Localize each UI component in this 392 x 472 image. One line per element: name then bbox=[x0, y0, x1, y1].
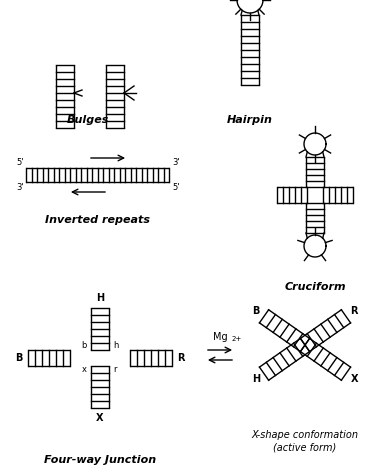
Text: 2+: 2+ bbox=[232, 336, 242, 342]
Text: 5': 5' bbox=[16, 158, 24, 167]
Text: Bulges: Bulges bbox=[67, 115, 109, 125]
Text: X-shape conformation: X-shape conformation bbox=[252, 430, 359, 440]
Text: H: H bbox=[96, 293, 104, 303]
Text: 5': 5' bbox=[172, 183, 180, 192]
Text: R: R bbox=[350, 305, 358, 316]
Text: Cruciform: Cruciform bbox=[284, 282, 346, 292]
Text: h: h bbox=[113, 342, 118, 351]
Text: r: r bbox=[113, 365, 116, 374]
Text: H: H bbox=[252, 374, 260, 384]
Text: b: b bbox=[82, 342, 87, 351]
Text: B: B bbox=[16, 353, 23, 363]
Text: Inverted repeats: Inverted repeats bbox=[45, 215, 151, 225]
Text: (active form): (active form) bbox=[273, 442, 337, 452]
Text: 3': 3' bbox=[16, 183, 24, 192]
Text: B: B bbox=[252, 305, 260, 316]
Text: Four-way Junction: Four-way Junction bbox=[44, 455, 156, 465]
Text: x: x bbox=[82, 365, 87, 374]
Text: X: X bbox=[96, 413, 104, 423]
Text: Hairpin: Hairpin bbox=[227, 115, 273, 125]
Text: R: R bbox=[177, 353, 185, 363]
Text: 3': 3' bbox=[172, 158, 180, 167]
Text: X: X bbox=[350, 374, 358, 384]
Text: Mg: Mg bbox=[213, 332, 227, 342]
